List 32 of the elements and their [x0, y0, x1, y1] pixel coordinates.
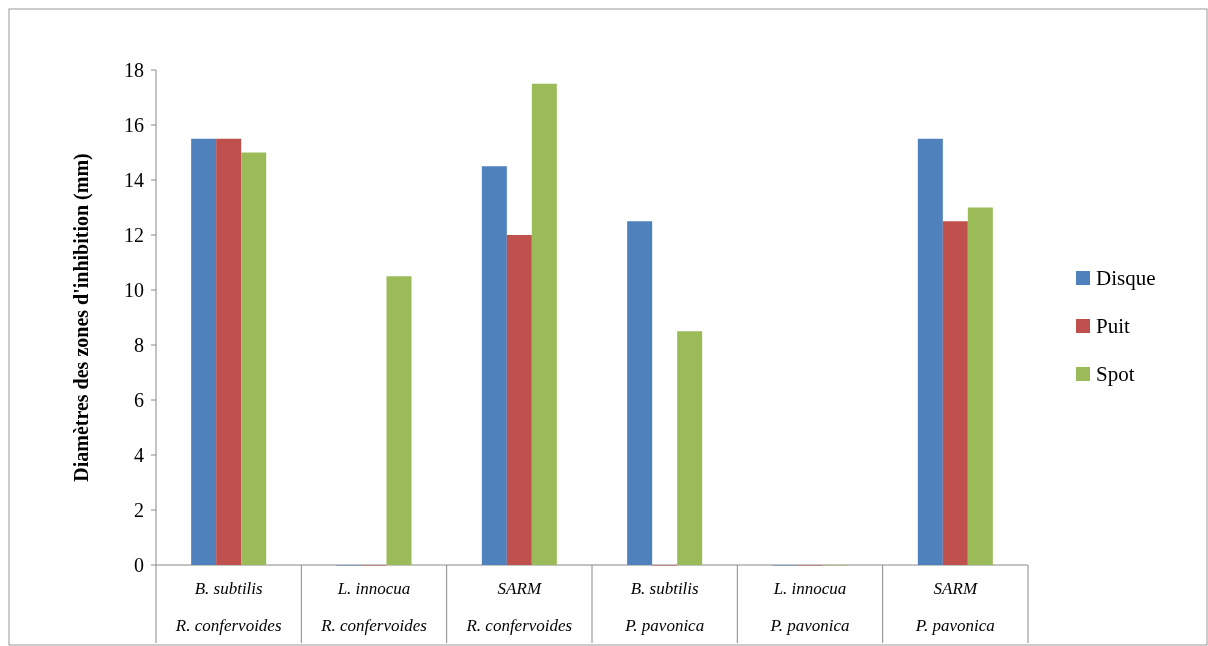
bar — [506, 235, 532, 565]
y-tick-label: 6 — [134, 389, 144, 411]
y-tick-label: 12 — [124, 224, 144, 246]
x-tick-label: L. innocua P. pavonica — [769, 579, 850, 635]
y-tick-label: 2 — [134, 499, 144, 521]
bar — [677, 331, 703, 565]
bar — [216, 138, 242, 565]
x-tick-label: SARM P. pavonica — [914, 579, 995, 635]
x-tick-label: B. subtilis P. pavonica — [624, 579, 705, 635]
bar — [241, 152, 267, 565]
x-tick-label: B. subtilis R. confervoides — [174, 579, 282, 635]
y-tick-label: 8 — [134, 334, 144, 356]
bar — [191, 138, 217, 565]
bar — [917, 138, 943, 565]
y-tick-label: 14 — [124, 169, 144, 191]
y-tick-label: 0 — [134, 554, 144, 576]
bar — [481, 166, 507, 565]
y-tick-label: 4 — [134, 444, 144, 466]
x-tick-label: L. innocua R. confervoides — [320, 579, 428, 635]
legend-label: Spot — [1096, 362, 1135, 387]
bar — [386, 276, 412, 565]
bar — [627, 221, 653, 565]
y-tick-label: 16 — [124, 114, 144, 136]
x-tick-label: SARM R. confervoides — [465, 579, 573, 635]
y-tick-label: 10 — [124, 279, 144, 301]
legend-label: Disque — [1096, 266, 1156, 291]
bar — [942, 221, 968, 565]
y-tick-label: 18 — [124, 59, 144, 81]
y-axis-title: Diamètres des zones d'inhibition (mm) — [70, 153, 93, 482]
legend-label: Puit — [1096, 314, 1131, 339]
bar — [531, 83, 557, 565]
bar — [967, 207, 993, 565]
